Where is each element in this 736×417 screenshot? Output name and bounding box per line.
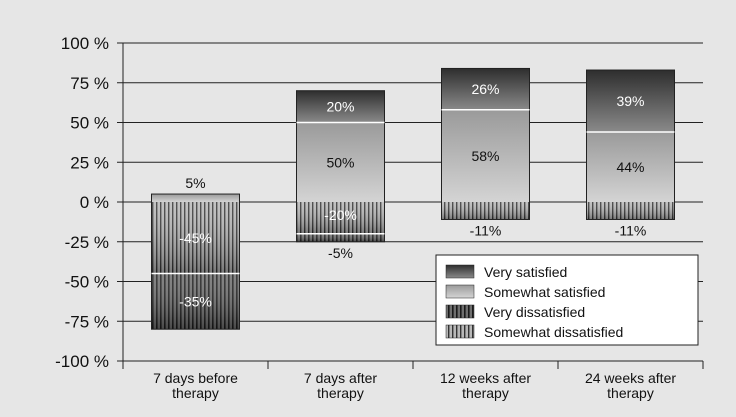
bar-outline (296, 90, 385, 243)
data-label: -11% (615, 222, 647, 238)
bar-segment-shade (151, 273, 240, 330)
bar-stack (151, 193, 240, 330)
data-label: -5% (328, 245, 353, 261)
y-tick-label: -50 % (65, 273, 109, 292)
x-category-label: 24 weeks after (585, 370, 676, 386)
y-tick-label: 100 % (61, 34, 109, 53)
bar-segment (586, 70, 675, 133)
y-tick-label: 50 % (70, 114, 109, 133)
x-category-label: 12 weeks after (440, 370, 531, 386)
bar-stack (441, 67, 530, 220)
legend-swatch (445, 304, 475, 319)
bar-segment-shade (586, 202, 675, 220)
legend-label: Very satisfied (484, 264, 567, 280)
bar-segment (296, 90, 385, 123)
x-category-label: therapy (462, 385, 509, 401)
bar-stack (586, 69, 675, 220)
legend-swatch (445, 324, 475, 339)
data-label: 58% (471, 148, 499, 164)
bar-segment-shade (296, 233, 385, 242)
x-category-label: therapy (607, 385, 654, 401)
bar-segment-shade (151, 202, 240, 274)
data-label: -11% (470, 222, 502, 238)
bar-segment (441, 68, 530, 110)
legend-swatch (445, 284, 475, 299)
y-tick-label: 75 % (70, 74, 109, 93)
legend-box (435, 254, 699, 346)
y-tick-label: -25 % (65, 233, 109, 252)
x-category-label: therapy (172, 385, 219, 401)
legend-label: Very dissatisfied (484, 304, 585, 320)
data-label: -35% (179, 293, 212, 309)
y-tick-label: 0 % (80, 193, 109, 212)
data-label: -20% (324, 207, 357, 223)
x-category-label: therapy (317, 385, 364, 401)
data-label: 5% (185, 175, 205, 191)
bar-outline (586, 69, 675, 220)
data-label: 20% (326, 99, 354, 115)
data-label: 44% (616, 159, 644, 175)
data-label: 39% (616, 93, 644, 109)
bar-stack (296, 90, 385, 243)
x-category-label: 7 days after (304, 370, 377, 386)
y-tick-label: -75 % (65, 312, 109, 331)
x-category-label: 7 days before (153, 370, 238, 386)
bar-segment (151, 194, 240, 202)
y-tick-label: 25 % (70, 153, 109, 172)
data-label: 26% (471, 81, 499, 97)
legend-swatch (445, 264, 475, 279)
legend-label: Somewhat satisfied (484, 284, 605, 300)
y-tick-label: -100 % (55, 352, 109, 371)
data-label: -45% (179, 230, 212, 246)
bar-outline (441, 67, 530, 220)
bar-segment-shade (296, 202, 385, 234)
bar-segment-shade (441, 202, 530, 220)
bar-outline (151, 193, 240, 330)
data-label: 50% (326, 154, 354, 170)
bar-segment (296, 122, 385, 202)
bar-segment (441, 109, 530, 202)
legend-label: Somewhat dissatisfied (484, 324, 623, 340)
bar-segment (586, 132, 675, 202)
